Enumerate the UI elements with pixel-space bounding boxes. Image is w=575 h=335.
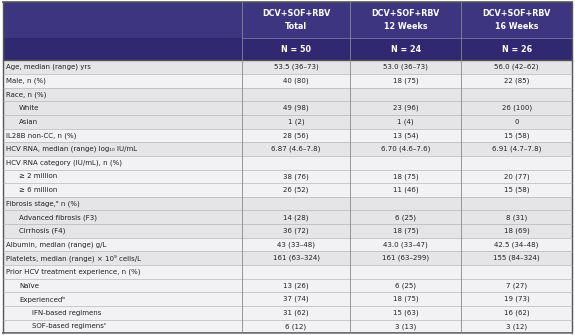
Text: 18 (75): 18 (75) xyxy=(393,296,419,303)
Text: IFN-based regimens: IFN-based regimens xyxy=(32,310,101,316)
Bar xyxy=(3,170,572,183)
Bar xyxy=(3,156,572,170)
Text: Naïve: Naïve xyxy=(19,282,39,288)
Bar xyxy=(3,183,572,197)
Text: DCV+SOF+RBV
Total: DCV+SOF+RBV Total xyxy=(262,9,330,30)
Text: 15 (63): 15 (63) xyxy=(393,310,419,316)
Text: 16 (62): 16 (62) xyxy=(504,310,530,316)
Text: 36 (72): 36 (72) xyxy=(283,228,309,234)
Bar xyxy=(3,38,572,60)
Bar xyxy=(3,224,572,238)
Bar xyxy=(3,142,572,156)
Text: 40 (80): 40 (80) xyxy=(283,77,309,84)
Text: 3 (13): 3 (13) xyxy=(395,323,416,330)
Bar xyxy=(3,60,572,74)
Text: 13 (54): 13 (54) xyxy=(393,132,419,139)
Text: 161 (63–299): 161 (63–299) xyxy=(382,255,429,262)
Bar xyxy=(3,251,572,265)
Text: 11 (46): 11 (46) xyxy=(393,187,419,193)
Text: Asian: Asian xyxy=(19,119,38,125)
Text: 6 (25): 6 (25) xyxy=(395,282,416,289)
Text: Race, n (%): Race, n (%) xyxy=(6,91,47,98)
Text: N = 26: N = 26 xyxy=(501,45,532,54)
Text: 19 (73): 19 (73) xyxy=(504,296,530,303)
Text: DCV+SOF+RBV
12 Weeks: DCV+SOF+RBV 12 Weeks xyxy=(371,9,440,30)
Text: 18 (75): 18 (75) xyxy=(393,228,419,234)
Bar xyxy=(3,306,572,320)
Text: Prior HCV treatment experience, n (%): Prior HCV treatment experience, n (%) xyxy=(6,269,141,275)
Bar xyxy=(3,292,572,306)
Text: 1 (4): 1 (4) xyxy=(397,119,414,125)
Text: 53.0 (36–73): 53.0 (36–73) xyxy=(383,64,428,70)
Text: 43 (33–48): 43 (33–48) xyxy=(277,241,315,248)
Text: 18 (75): 18 (75) xyxy=(393,173,419,180)
Bar xyxy=(3,197,572,210)
Text: 1 (2): 1 (2) xyxy=(288,119,304,125)
Text: HCV RNA category (IU/mL), n (%): HCV RNA category (IU/mL), n (%) xyxy=(6,159,122,166)
Text: 14 (28): 14 (28) xyxy=(283,214,309,220)
Text: 7 (27): 7 (27) xyxy=(506,282,527,289)
Text: 31 (62): 31 (62) xyxy=(283,310,309,316)
Bar xyxy=(3,210,572,224)
Text: 20 (77): 20 (77) xyxy=(504,173,530,180)
Text: SOF-based regimensᶜ: SOF-based regimensᶜ xyxy=(32,324,106,330)
Text: 161 (63–324): 161 (63–324) xyxy=(273,255,320,262)
Text: 18 (75): 18 (75) xyxy=(393,77,419,84)
Text: 28 (56): 28 (56) xyxy=(283,132,309,139)
Text: 23 (96): 23 (96) xyxy=(393,105,419,111)
Bar xyxy=(3,129,572,142)
Bar xyxy=(3,87,572,101)
Text: HCV RNA, median (range) log₁₀ IU/mL: HCV RNA, median (range) log₁₀ IU/mL xyxy=(6,146,137,152)
Text: Male, n (%): Male, n (%) xyxy=(6,77,46,84)
Text: 56.0 (42–62): 56.0 (42–62) xyxy=(494,64,539,70)
Text: Experiencedᵇ: Experiencedᵇ xyxy=(19,296,65,303)
Text: 26 (100): 26 (100) xyxy=(501,105,532,111)
Bar xyxy=(3,2,572,60)
Text: 37 (74): 37 (74) xyxy=(283,296,309,303)
Text: ≥ 6 million: ≥ 6 million xyxy=(19,187,58,193)
Text: Age, median (range) yrs: Age, median (range) yrs xyxy=(6,64,91,70)
Bar xyxy=(3,265,572,279)
Text: Albumin, median (range) g/L: Albumin, median (range) g/L xyxy=(6,241,107,248)
Text: 42.5 (34–48): 42.5 (34–48) xyxy=(494,241,539,248)
Text: Platelets, median (range) × 10⁹ cells/L: Platelets, median (range) × 10⁹ cells/L xyxy=(6,255,141,262)
Text: Cirrhosis (F4): Cirrhosis (F4) xyxy=(19,228,66,234)
Text: N = 50: N = 50 xyxy=(281,45,311,54)
Text: 3 (12): 3 (12) xyxy=(506,323,527,330)
Bar xyxy=(3,74,572,87)
Text: 6.70 (4.6–7.6): 6.70 (4.6–7.6) xyxy=(381,146,430,152)
Text: IL28B non-CC, n (%): IL28B non-CC, n (%) xyxy=(6,132,76,139)
Text: 6.87 (4.6–7.8): 6.87 (4.6–7.8) xyxy=(271,146,321,152)
Text: 15 (58): 15 (58) xyxy=(504,187,530,193)
Text: 0: 0 xyxy=(515,119,519,125)
Text: 8 (31): 8 (31) xyxy=(506,214,527,220)
Text: ≥ 2 million: ≥ 2 million xyxy=(19,173,58,179)
Text: 26 (52): 26 (52) xyxy=(283,187,309,193)
Text: 22 (85): 22 (85) xyxy=(504,77,530,84)
Bar xyxy=(3,320,572,333)
Text: 18 (69): 18 (69) xyxy=(504,228,530,234)
Text: 15 (58): 15 (58) xyxy=(504,132,530,139)
Text: N = 24: N = 24 xyxy=(390,45,421,54)
Bar xyxy=(3,279,572,292)
Bar xyxy=(3,238,572,251)
Text: 38 (76): 38 (76) xyxy=(283,173,309,180)
Text: Fibrosis stage,ᵃ n (%): Fibrosis stage,ᵃ n (%) xyxy=(6,200,80,207)
Text: 155 (84–324): 155 (84–324) xyxy=(493,255,540,262)
Text: Advanced fibrosis (F3): Advanced fibrosis (F3) xyxy=(19,214,97,220)
Bar xyxy=(3,115,572,129)
Text: White: White xyxy=(19,105,39,111)
Text: 6 (12): 6 (12) xyxy=(285,323,306,330)
Text: 6.91 (4.7–7.8): 6.91 (4.7–7.8) xyxy=(492,146,541,152)
Text: 6 (25): 6 (25) xyxy=(395,214,416,220)
Text: 43.0 (33–47): 43.0 (33–47) xyxy=(384,241,428,248)
Text: DCV+SOF+RBV
16 Weeks: DCV+SOF+RBV 16 Weeks xyxy=(482,9,551,30)
Bar xyxy=(3,101,572,115)
Text: 13 (26): 13 (26) xyxy=(283,282,309,289)
Text: 53.5 (36–73): 53.5 (36–73) xyxy=(274,64,319,70)
Text: 49 (98): 49 (98) xyxy=(283,105,309,111)
